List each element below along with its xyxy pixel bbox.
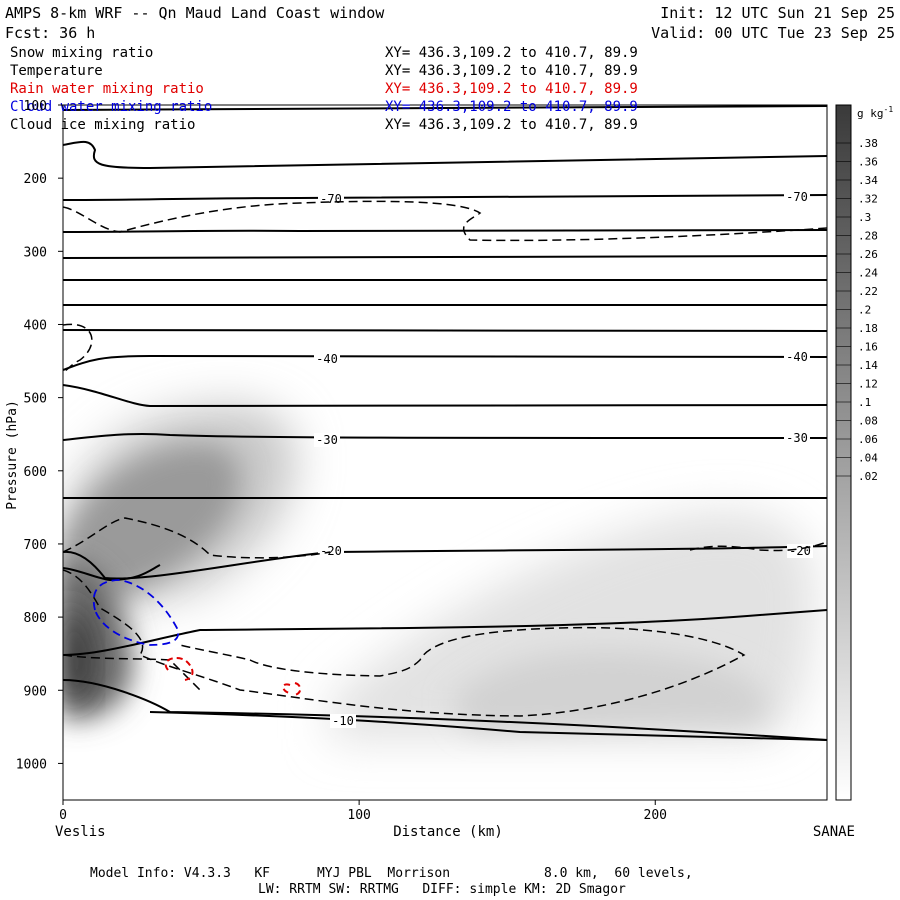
y-tick-label: 700 [24,538,47,553]
legend-field-name: Cloud ice mixing ratio [10,117,195,133]
colorbar-label: .2 [858,304,871,317]
colorbar-label: .22 [858,285,878,298]
isotherm-580 [63,564,161,582]
y-tick-label: 900 [24,684,47,699]
colorbar-unit: g kg-1 [857,105,893,120]
y-tick-label: 200 [24,172,47,187]
forecast-hour: Fcst: 36 h [5,24,95,42]
y-tick-label: 300 [24,245,47,260]
isotherm-label-minus30-right: -30 [786,431,808,445]
legend-field-xy: XY= 436.3,109.2 to 410.7, 89.9 [385,99,638,115]
rain-water-blob-2 [282,682,302,696]
chart-title: AMPS 8-km WRF -- Qn Maud Land Coast wind… [5,4,385,22]
colorbar-ticks: .38 .36 .34 .32 .3 .28 .26 .24 .22 .2 .18 .16 .14 .12… [836,137,878,483]
x-tick-label: 200 [644,808,667,823]
isotherm-label-minus40-right: -40 [786,350,808,364]
y-tick-label: 100 [24,99,47,114]
colorbar-label: .38 [858,137,878,150]
x-left-end-label: Veslis [55,824,106,840]
valid-time: Valid: 00 UTC Tue 23 Sep 25 [651,24,895,42]
isotherm-label-minus10: -10 [332,714,354,728]
colorbar-label: .12 [858,378,878,391]
y-tick-label: 400 [24,318,47,333]
colorbar-label: .06 [858,433,878,446]
cloud-ice-lower-main [63,569,746,717]
model-info-line1: Model Info: V4.3.3 KF MYJ PBL Morrison 8… [90,866,693,881]
isotherm-845 [63,609,827,656]
colorbar [835,104,852,801]
isotherm-label-minus20: -20 [320,544,342,558]
x-axis: 0 100 200 [59,800,667,823]
colorbar-label: .04 [858,452,878,465]
snow-shade-darkest-core [63,600,92,705]
colorbar-label: .18 [858,322,878,335]
isotherm-430 [63,384,827,408]
legend-field-xy: XY= 436.3,109.2 to 410.7, 89.9 [385,81,638,97]
y-axis-label: Pressure (hPa) [5,400,20,510]
isotherm-minus40 [63,354,827,371]
cloud-ice-lower-left [63,517,331,559]
isotherm-375 [63,329,827,332]
isotherm-270 [63,255,827,260]
colorbar-label: .34 [858,174,878,187]
colorbar-label: .16 [858,341,878,354]
y-axis: 100 200 300 400 500 600 700 800 900 1000 [16,99,63,772]
colorbar-label: .36 [858,156,878,169]
legend-field-name: Cloud water mixing ratio [10,99,212,115]
colorbar-label: .3 [858,211,871,224]
cloud-ice-upper [63,200,827,242]
colorbar-unit-exp: -1 [884,105,894,114]
snow-shade-medium-upper [63,444,240,610]
isotherm-150 [63,105,827,111]
x-tick-label: 0 [59,808,67,823]
colorbar-label: .24 [858,267,878,280]
colorbar-label: .1 [858,396,871,409]
colorbar-label: .28 [858,230,878,243]
x-tick-label: 100 [347,808,370,823]
isotherm-label-minus20-right: -20 [789,544,811,558]
plot-frame [62,104,828,801]
cloud-ice-left-400 [63,323,93,373]
isotherm-minus30 [63,432,827,441]
model-info-line2: LW: RRTM SW: RRTMG DIFF: simple KM: 2D S… [258,882,626,897]
field-legend: Snow mixing ratio XY= 436.3,109.2 to 410.… [10,45,638,133]
colorbar-label: .32 [858,193,878,206]
isotherm-245 [63,229,827,233]
isotherm-minus70 [63,194,827,201]
legend-field-xy: XY= 436.3,109.2 to 410.7, 89.9 [385,63,638,79]
y-tick-label: 500 [24,392,47,407]
y-tick-label: 800 [24,611,47,626]
legend-field-name: Snow mixing ratio [10,45,153,61]
isotherm-labels: -70 -70 -40 -40 -30 -30 -20 -20 -10 [316,190,811,728]
isotherm-880 [63,679,827,741]
colorbar-label: .02 [858,470,878,483]
y-tick-label: 1000 [16,757,47,772]
legend-field-name: Temperature [10,63,103,79]
legend-field-xy: XY= 436.3,109.2 to 410.7, 89.9 [385,45,638,61]
snow-shade-lower-core [450,650,768,730]
init-time: Init: 12 UTC Sun 21 Sep 25 [660,4,895,22]
legend-field-name: Rain water mixing ratio [10,81,204,97]
x-axis-label: Distance (km) [393,824,503,840]
isotherm-label-minus40: -40 [316,352,338,366]
colorbar-label: .26 [858,248,878,261]
cloud-water-contour [92,579,180,646]
rain-water-contours [164,657,302,696]
y-tick-label: 600 [24,465,47,480]
isotherm-label-minus70-right: -70 [786,190,808,204]
colorbar-label: .08 [858,415,878,428]
cloud-ice-far-right [689,541,827,552]
colorbar-label: .14 [858,359,878,372]
snow-shading [63,404,816,740]
isotherm-label-minus70: -70 [320,192,342,206]
isotherm-label-minus30: -30 [316,433,338,447]
x-right-end-label: SANAE [813,824,855,840]
colorbar-unit-text: g kg [857,107,884,120]
legend-field-xy: XY= 436.3,109.2 to 410.7, 89.9 [385,117,638,133]
isotherm-140 [63,140,827,170]
